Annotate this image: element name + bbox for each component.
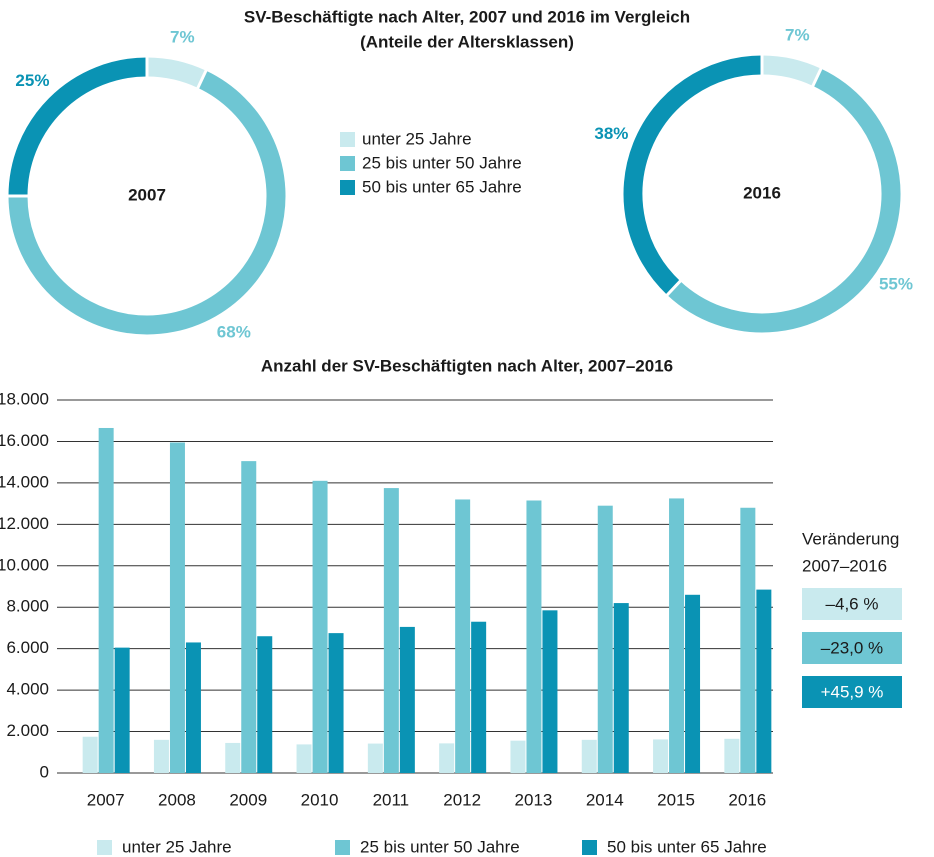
data-label: 7%	[170, 27, 195, 46]
y-tick-label: 2.000	[6, 721, 49, 740]
bar	[740, 507, 756, 773]
bar	[439, 743, 455, 773]
bar	[685, 594, 701, 773]
annotation: –4,6 %	[826, 594, 879, 613]
bar	[312, 480, 328, 773]
bar	[367, 743, 383, 773]
bar	[653, 739, 669, 773]
x-tick-label: 2007	[87, 790, 125, 809]
legend-swatch	[340, 180, 355, 195]
legend-swatch	[582, 840, 597, 855]
legend-label: 50 bis unter 65 Jahre	[362, 177, 522, 196]
legend-swatch	[340, 132, 355, 147]
data-label: 25%	[15, 71, 49, 90]
annotation-box	[802, 676, 902, 708]
bar	[169, 442, 185, 773]
bar	[399, 626, 415, 773]
x-tick-label: 2009	[229, 790, 267, 809]
y-tick-label: 10.000	[0, 555, 49, 574]
donut-segment	[8, 57, 148, 197]
bar	[82, 736, 98, 773]
x-tick-label: 2015	[657, 790, 695, 809]
annotation: –23,0 %	[821, 638, 883, 657]
bar	[669, 498, 685, 773]
bar	[241, 461, 257, 773]
donut-segment	[623, 55, 763, 295]
legend-label: unter 25 Jahre	[362, 129, 472, 148]
bar	[383, 488, 399, 773]
data-label: 55%	[879, 275, 913, 294]
bar	[153, 739, 169, 773]
chart-subtitle: (Anteile der Altersklassen)	[360, 32, 574, 51]
x-tick-label: 2008	[158, 790, 196, 809]
annotation-box	[802, 632, 902, 664]
bar	[328, 633, 344, 773]
y-tick-label: 0	[40, 762, 49, 781]
segment-gap	[810, 64, 824, 89]
segment-gap	[195, 66, 209, 91]
annotation-box	[802, 588, 902, 620]
bar	[597, 505, 613, 773]
bar	[471, 621, 487, 773]
y-tick-label: 6.000	[6, 638, 49, 657]
bar	[114, 647, 130, 773]
x-tick-label: 2010	[301, 790, 339, 809]
bar	[542, 610, 558, 773]
bar	[225, 742, 241, 773]
bar	[98, 427, 114, 773]
chart-title: SV-Beschäftigte nach Alter, 2007 und 201…	[244, 7, 690, 26]
bar	[756, 589, 772, 773]
data-label: 68%	[217, 322, 251, 341]
donut-segment	[146, 57, 206, 88]
bar	[526, 500, 542, 773]
legend-label: unter 25 Jahre	[122, 837, 232, 856]
y-tick-label: 14.000	[0, 472, 49, 491]
annotation: +45,9 %	[821, 682, 884, 701]
x-tick-label: 2011	[373, 790, 410, 809]
y-tick-label: 8.000	[6, 597, 49, 616]
segment-gap	[663, 278, 684, 299]
data-label: 38%	[594, 124, 628, 143]
bar	[724, 738, 740, 773]
legend-label: 25 bis unter 50 Jahre	[360, 837, 520, 856]
annotation-title: Veränderung	[802, 529, 899, 548]
legend-swatch	[97, 840, 112, 855]
x-tick-label: 2013	[515, 790, 553, 809]
x-tick-label: 2014	[586, 790, 624, 809]
y-tick-label: 4.000	[6, 680, 49, 699]
bar	[613, 603, 629, 773]
bar	[257, 636, 273, 773]
donut-segment	[8, 70, 286, 335]
bar	[455, 499, 471, 773]
data-label: 7%	[785, 25, 810, 44]
chart-title: Anzahl der SV-Beschäftigten nach Alter, …	[261, 356, 673, 375]
annotation-title: 2007–2016	[802, 556, 887, 575]
legend-label: 50 bis unter 65 Jahre	[607, 837, 767, 856]
x-tick-label: 2012	[443, 790, 481, 809]
bar	[581, 739, 597, 773]
legend-swatch	[340, 156, 355, 171]
donut-segment	[761, 55, 821, 86]
center-label: 2016	[743, 183, 781, 202]
bar	[296, 744, 312, 773]
y-tick-label: 12.000	[0, 514, 49, 533]
donut-segment	[667, 68, 901, 333]
bar	[185, 642, 201, 773]
center-label: 2007	[128, 185, 166, 204]
x-tick-label: 2016	[728, 790, 766, 809]
y-tick-label: 18.000	[0, 389, 49, 408]
legend-swatch	[335, 840, 350, 855]
bar	[510, 740, 526, 773]
legend-label: 25 bis unter 50 Jahre	[362, 153, 522, 172]
y-tick-label: 16.000	[0, 431, 49, 450]
